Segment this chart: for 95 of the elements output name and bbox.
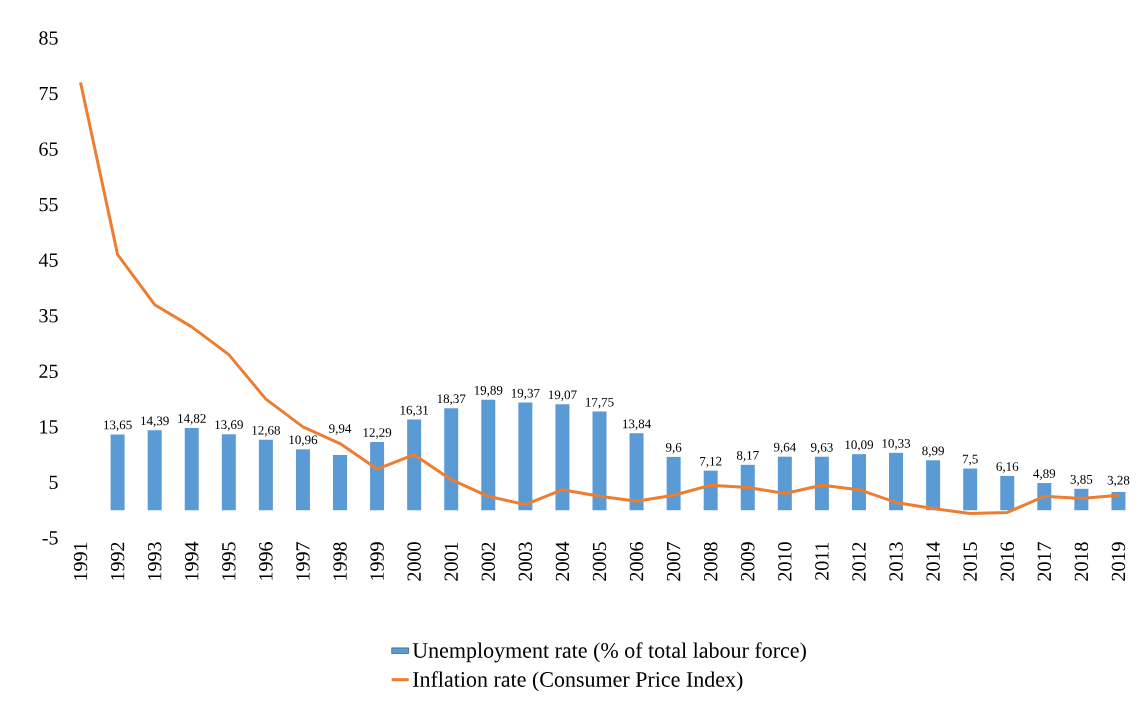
x-tick-label: 2017 [1037,542,1052,581]
data-label: 10,09 [845,440,874,451]
y-tick-label: 45 [38,253,58,267]
data-label: 4,89 [1033,469,1056,480]
x-tick-label: 1991 [73,542,88,580]
data-label: 8,99 [922,446,944,458]
bar [592,411,607,511]
bar [370,441,385,511]
data-label: 10,96 [289,435,318,447]
bar [110,434,125,511]
bar [221,434,236,511]
bar [184,427,199,511]
x-tick-label: 2011 [815,542,829,580]
bar [666,456,681,511]
x-tick-label: 2014 [926,541,940,581]
bar [518,402,533,511]
data-label: 7,12 [700,456,722,468]
data-label: 9,6 [665,443,682,454]
x-tick-label: 2012 [852,542,866,581]
data-label: 12,29 [363,428,392,439]
bar [889,452,904,511]
x-tick-label: 2008 [703,542,718,581]
x-tick-label: 2010 [778,542,792,581]
x-tick-label: 2005 [592,542,607,581]
data-label: 18,37 [437,394,466,405]
bar [333,454,348,511]
y-tick-label: 55 [39,198,58,212]
y-tick-label: 25 [39,364,58,379]
data-label: 3,28 [1107,475,1130,487]
bar [258,439,273,511]
bar [295,449,310,511]
data-label: 9,64 [773,442,797,454]
data-label: 13,65 [104,420,132,432]
data-label: 9,63 [810,442,833,454]
y-tick-label: -5 [42,531,58,545]
bar [926,460,941,511]
y-tick-label: 5 [49,475,58,490]
bar [963,468,978,511]
data-label: 14,39 [141,416,169,428]
x-tick-label: 1999 [370,542,384,580]
data-label: 13,84 [623,419,651,431]
x-tick-label: 2000 [407,542,421,581]
data-label: 16,31 [400,405,429,417]
bar [407,419,422,511]
data-label: 12,68 [252,425,281,437]
x-tick-label: 1993 [147,542,162,580]
data-label: 19,07 [548,390,577,402]
x-tick-label: 2003 [518,542,533,581]
y-tick-label: 35 [39,309,58,323]
x-tick-label: 2002 [481,542,496,581]
data-label: 17,75 [586,397,614,409]
x-tick-label: 2016 [1000,542,1014,581]
x-tick-label: 1995 [222,542,236,580]
x-tick-label: 2001 [444,542,458,581]
data-label: 10,33 [882,438,911,450]
x-tick-label: 2015 [963,542,977,581]
x-tick-label: 2009 [741,542,755,581]
y-tick-label: 15 [40,420,58,434]
y-tick-label: 85 [39,31,58,45]
data-label: 6,16 [996,462,1019,473]
data-label: 7,5 [962,454,978,466]
x-tick-label: 2018 [1074,542,1089,581]
data-label: 14,82 [178,414,206,425]
x-tick-label: 2019 [1111,542,1126,581]
bar [629,433,644,511]
bar [481,399,496,511]
data-label: 19,89 [474,385,503,397]
bar [740,464,755,511]
x-tick-label: 1992 [110,542,125,580]
bar [703,470,718,511]
x-tick-label: 1994 [185,541,199,580]
x-tick-label: 2004 [555,541,570,581]
bar [147,430,162,511]
legend-label: Unemployment rate (% of total labour force) [412,642,806,663]
data-label: 3,85 [1070,474,1093,486]
x-tick-label: 2006 [629,542,644,581]
bar [1000,475,1015,511]
bar [1111,491,1126,511]
data-label: 19,37 [511,388,540,400]
y-tick-label: 75 [39,86,58,101]
bar [814,456,829,511]
x-tick-label: 1997 [296,542,310,580]
data-label: 13,69 [215,420,243,431]
x-tick-label: 2013 [889,542,903,581]
x-tick-label: 2007 [666,542,681,581]
bar [851,454,866,511]
bar [555,404,570,511]
legend-label: Inflation rate (Consumer Price Index) [413,671,743,692]
x-tick-label: 1998 [333,542,347,580]
bar [444,408,459,511]
data-label: 8,17 [736,450,759,462]
data-label: 9,94 [329,424,352,435]
x-tick-label: 1996 [259,542,273,580]
bar [777,456,792,511]
y-tick-label: 65 [39,142,58,156]
